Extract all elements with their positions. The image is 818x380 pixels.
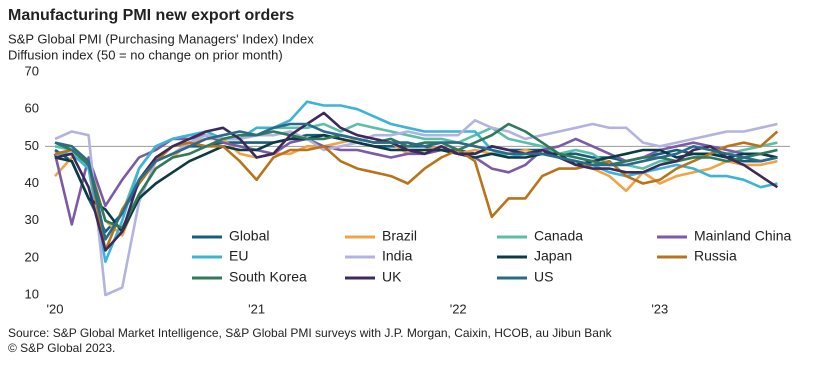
legend-background xyxy=(188,269,328,287)
legend-label: US xyxy=(534,269,553,285)
y-tick-label: 30 xyxy=(25,212,39,227)
legend-label: Brazil xyxy=(382,228,417,244)
series-line xyxy=(54,111,779,252)
legend-background xyxy=(188,228,328,246)
legend-label: EU xyxy=(229,248,248,264)
chart-subtitle: Diffusion index (50 = no change on prior… xyxy=(8,47,283,62)
legend-background xyxy=(341,248,481,266)
legend-background xyxy=(653,248,803,266)
legend-label: India xyxy=(382,248,413,264)
legend-background xyxy=(493,269,633,287)
y-tick-label: 20 xyxy=(25,249,39,264)
x-tick-label: '22 xyxy=(450,301,467,316)
source-note: Source: S&P Global Market Intelligence, … xyxy=(8,326,613,340)
source-note: © S&P Global 2023. xyxy=(8,341,115,355)
chart-subtitle: S&P Global PMI (Purchasing Managers' Ind… xyxy=(8,31,314,46)
series-line xyxy=(54,122,778,241)
x-tick-label: '20 xyxy=(47,301,64,316)
x-tick-label: '21 xyxy=(248,301,265,316)
legend-label: UK xyxy=(382,269,402,285)
y-tick-label: 70 xyxy=(25,63,39,78)
y-tick-label: 10 xyxy=(25,286,39,301)
legend-label: Canada xyxy=(534,228,583,244)
series-line xyxy=(54,133,778,234)
legend-background xyxy=(188,248,328,266)
legend-background xyxy=(341,228,481,246)
legend-background xyxy=(653,228,803,246)
legend-background xyxy=(341,269,481,287)
series-line xyxy=(55,100,778,263)
series-line xyxy=(54,122,778,241)
legend-label: Mainland China xyxy=(694,228,791,244)
legend-label: Russia xyxy=(694,248,737,264)
y-tick-label: 50 xyxy=(25,138,39,153)
legend-label: Global xyxy=(229,228,269,244)
chart-title: Manufacturing PMI new export orders xyxy=(8,7,294,24)
x-tick-label: '23 xyxy=(651,301,668,316)
legend-label: Japan xyxy=(534,248,572,264)
y-tick-label: 40 xyxy=(25,175,39,190)
legend-background xyxy=(493,248,633,266)
y-tick-label: 60 xyxy=(25,101,39,116)
legend-background xyxy=(493,228,633,246)
legend-label: South Korea xyxy=(229,269,307,285)
